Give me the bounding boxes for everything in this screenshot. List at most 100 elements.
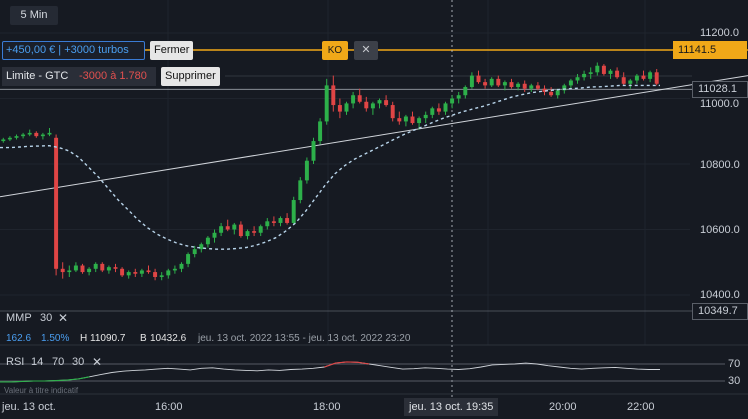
candle-body xyxy=(232,224,237,230)
candle-body xyxy=(654,72,659,84)
knockout-close-icon[interactable]: ✕ xyxy=(354,41,378,60)
close-position-button[interactable]: Fermer xyxy=(150,41,194,60)
candle-body xyxy=(93,263,98,269)
delete-order-button[interactable]: Supprimer xyxy=(161,67,220,86)
current-price-label: 11028.1 xyxy=(692,81,748,98)
rsi-close-icon[interactable]: ✕ xyxy=(92,355,103,369)
time-tick: 20:00 xyxy=(549,401,577,413)
candle-body xyxy=(555,90,560,96)
candle-body xyxy=(364,101,369,109)
candle-body xyxy=(100,263,105,271)
rsi-name: RSI xyxy=(6,356,25,368)
candle-body xyxy=(14,136,19,138)
candle-body xyxy=(87,268,92,273)
time-tick: 16:00 xyxy=(155,401,183,413)
candle-body xyxy=(351,95,356,104)
candle-body xyxy=(509,82,514,88)
order-qty-label[interactable]: -3000 à 1.780 xyxy=(76,67,156,86)
ma-high: 11090.7 xyxy=(90,333,126,344)
candle-body xyxy=(516,83,521,88)
candle-body xyxy=(245,231,250,237)
candle-body xyxy=(483,82,488,86)
candle-body xyxy=(60,268,65,273)
candle-body xyxy=(278,218,283,223)
candle-body xyxy=(357,95,362,102)
candle-body xyxy=(601,65,606,74)
candle-body xyxy=(502,82,507,86)
candle-body xyxy=(258,226,263,233)
timeframe-selector[interactable]: 5 Min xyxy=(10,6,58,25)
candle-body xyxy=(304,160,309,181)
candle-body xyxy=(159,275,164,277)
candle-body xyxy=(324,85,329,122)
candle-body xyxy=(27,132,32,135)
candle-body xyxy=(641,75,646,79)
candle-body xyxy=(265,221,270,227)
candle-body xyxy=(496,78,501,86)
candle-body xyxy=(384,100,389,106)
price-tick: 10600.0 xyxy=(700,224,740,236)
candle-body xyxy=(522,83,527,89)
candle-body xyxy=(403,116,408,122)
bottom-price-label: 10349.7 xyxy=(692,303,748,320)
rsi-level: 70 xyxy=(728,358,741,370)
candle-body xyxy=(238,224,243,237)
candle-body xyxy=(417,118,422,124)
candle-body xyxy=(595,65,600,73)
candle-body xyxy=(225,226,230,230)
candle-body xyxy=(489,78,494,86)
ma-high-label: H xyxy=(80,333,88,344)
candle-body xyxy=(535,85,540,89)
ma-low: 10432.6 xyxy=(150,333,187,344)
candle-body xyxy=(575,77,580,81)
candle-body xyxy=(40,134,45,137)
rsi-hint: Valeur à titre indicatif xyxy=(4,386,79,395)
candle-body xyxy=(344,103,349,112)
candle-body xyxy=(615,70,620,78)
time-tick: jeu. 13 oct. xyxy=(2,401,56,413)
candle-body xyxy=(628,80,633,84)
rsi-param[interactable]: 14 xyxy=(31,356,44,368)
candle-body xyxy=(106,267,111,271)
candle-body xyxy=(648,72,653,79)
position-label[interactable]: +450,00 € | +3000 turbos xyxy=(2,41,145,60)
candle-body xyxy=(153,272,158,277)
candle-body xyxy=(199,244,204,250)
candle-body xyxy=(47,132,52,135)
knockout-badge: KO xyxy=(322,41,348,60)
candle-body xyxy=(456,95,461,99)
candle-body xyxy=(436,108,441,112)
candle-body xyxy=(463,87,468,96)
order-type-label[interactable]: Limite - GTC xyxy=(2,67,76,86)
price-tick: 11000.0 xyxy=(700,98,739,110)
ma-close-icon[interactable]: ✕ xyxy=(58,311,69,325)
candle-body xyxy=(21,134,26,137)
knockout-price-label: 11141.5 xyxy=(673,41,747,59)
candle-body xyxy=(179,263,184,269)
candle-body xyxy=(1,139,6,142)
candle-body xyxy=(377,100,382,104)
candle-body xyxy=(54,137,59,269)
candle-body xyxy=(562,85,567,91)
ma-period[interactable]: 30 xyxy=(40,312,53,324)
candle-body xyxy=(476,75,481,83)
candle-body xyxy=(172,268,177,271)
time-tick: 18:00 xyxy=(313,401,341,413)
candle-body xyxy=(549,91,554,96)
rsi-param[interactable]: 30 xyxy=(72,356,85,368)
ma-name: MMP xyxy=(6,312,32,324)
rsi-param[interactable]: 70 xyxy=(52,356,65,368)
price-tick: 10800.0 xyxy=(700,159,740,171)
candle-body xyxy=(146,270,151,273)
candle-body xyxy=(430,108,435,115)
candle-body xyxy=(139,270,144,274)
candle-body xyxy=(634,75,639,81)
candle-body xyxy=(588,72,593,74)
candle-body xyxy=(582,73,587,78)
time-tick: 22:00 xyxy=(627,401,655,413)
candle-body xyxy=(410,116,415,124)
candle-body xyxy=(120,268,125,276)
candle-body xyxy=(212,232,217,238)
rsi-oversold-segment xyxy=(0,376,90,383)
